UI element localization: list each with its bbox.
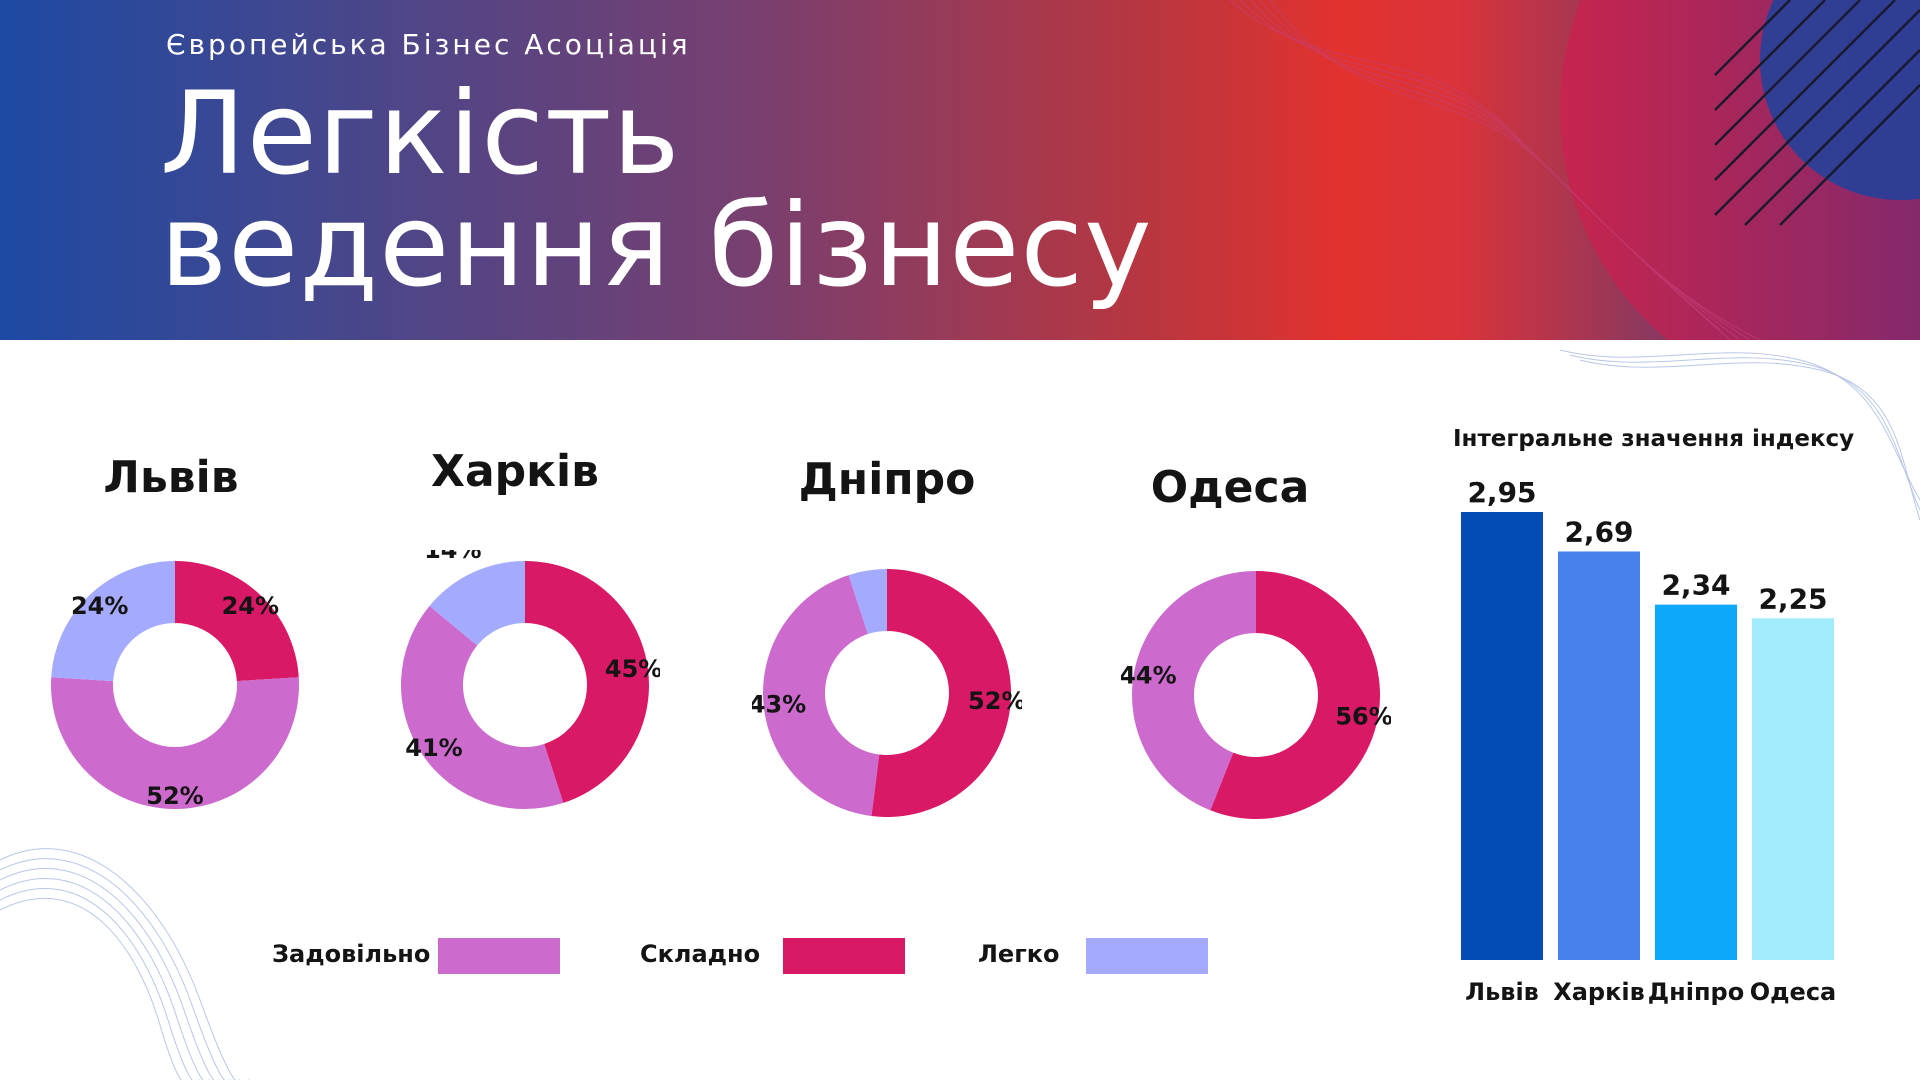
legend-swatch-satisfactory (438, 938, 560, 974)
bar-odesa (1752, 618, 1834, 960)
data-label-lviv-satisfactory: 52% (146, 782, 203, 810)
legend-swatch-easy (1086, 938, 1208, 974)
slice-dnipro-difficult (871, 569, 1011, 817)
city-title-odesa: Одеса (1150, 462, 1310, 513)
legend-label-satisfactory: Задовільно (272, 940, 431, 968)
bar-category-label-lviv: Львів (1465, 978, 1539, 1006)
data-label-kharkiv-easy: 14% (424, 550, 481, 564)
banner-hatch-lines (1714, 0, 1920, 226)
page-title: Легкість ведення бізнесу (160, 77, 1153, 303)
slice-kharkiv-satisfactory (401, 605, 564, 809)
bar-dnipro (1655, 604, 1737, 960)
data-label-dnipro-easy: 5% (834, 558, 875, 560)
bar-value-label-kharkiv: 2,69 (1564, 515, 1633, 548)
slice-kharkiv-easy (429, 561, 525, 646)
header-banner: Європейська Бізнес Асоціація Легкість ве… (0, 0, 1920, 340)
data-label-kharkiv-satisfactory: 41% (405, 734, 462, 762)
bar-value-label-lviv: 2,95 (1467, 476, 1536, 509)
banner-decoration (1229, 0, 1920, 340)
bar-category-label-dnipro: Дніпро (1648, 978, 1744, 1006)
legend-label-difficult: Складно (640, 940, 761, 968)
data-label-odesa-difficult: 56% (1335, 703, 1391, 731)
banner-wave-lines (1229, 0, 1761, 340)
bar-value-label-dnipro: 2,34 (1661, 569, 1730, 602)
data-label-lviv-difficult: 24% (222, 592, 279, 620)
data-label-kharkiv-difficult: 45% (605, 655, 660, 683)
city-title-dnipro: Дніпро (798, 454, 976, 505)
legend-label-easy: Легко (978, 940, 1060, 968)
bar-chart-index: 2,95 Львів 2,69 Харків 2,34 Дніпро 2,25 Одеса (1461, 476, 1836, 1006)
donut-chart-lviv: 24% 52% 24% (50, 561, 299, 810)
slice-lviv-easy (51, 561, 175, 682)
slice-dnipro-easy (848, 569, 887, 635)
slice-lviv-satisfactory (50, 677, 299, 810)
data-label-lviv-easy: 24% (71, 592, 128, 620)
title-line-1: Легкість (160, 67, 681, 200)
donut-chart-kharkiv: 45% 41% 14% (401, 550, 660, 809)
slice-kharkiv-difficult (525, 561, 649, 803)
title-line-2: ведення бізнесу (160, 179, 1153, 312)
slice-odesa-satisfactory (1132, 571, 1256, 811)
donut-chart-odesa: 56% 44% (1121, 571, 1391, 819)
data-label-dnipro-difficult: 52% (968, 687, 1022, 715)
contour-lines-left (0, 848, 250, 1080)
organization-name: Європейська Бізнес Асоціація (166, 28, 691, 61)
data-label-odesa-satisfactory: 44% (1121, 661, 1177, 689)
donut-chart-dnipro: 52% 43% 5% (752, 558, 1022, 817)
slice-odesa-difficult (1210, 571, 1380, 819)
bar-category-label-kharkiv: Харків (1553, 978, 1645, 1006)
city-title-lviv: Львів (103, 452, 239, 503)
bar-kharkiv (1558, 551, 1640, 960)
bar-value-label-odesa: 2,25 (1758, 582, 1827, 615)
slice-lviv-difficult (175, 561, 299, 682)
bar-category-label-odesa: Одеса (1750, 978, 1836, 1006)
slice-dnipro-satisfactory (762, 575, 880, 817)
bar-lviv (1461, 512, 1543, 960)
data-label-dnipro-satisfactory: 43% (752, 690, 806, 718)
bar-chart-title: Інтегральне значення індексу (1453, 426, 1855, 452)
city-title-kharkiv: Харків (431, 446, 599, 497)
contour-decoration-left (0, 848, 250, 1080)
legend-swatch-difficult (783, 938, 905, 974)
